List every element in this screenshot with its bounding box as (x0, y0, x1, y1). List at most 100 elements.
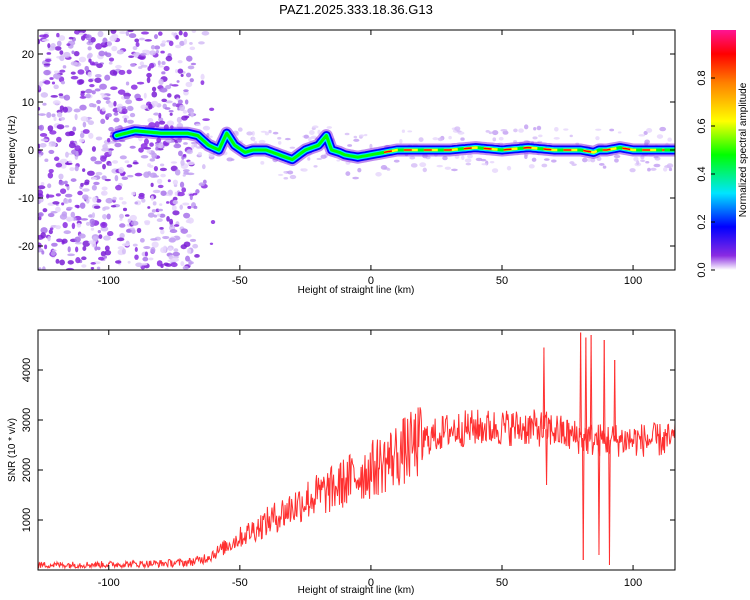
noise-speck (488, 131, 493, 135)
noise-speck (38, 154, 42, 158)
noise-speck (38, 113, 46, 116)
noise-speck (189, 46, 196, 51)
noise-speck (590, 157, 596, 163)
noise-speck (189, 238, 197, 242)
noise-speck (523, 124, 529, 130)
noise-speck (53, 84, 59, 90)
noise-speck (127, 260, 131, 264)
colorbar-tick-label: 0.8 (696, 70, 708, 85)
noise-speck (59, 188, 67, 194)
noise-speck (122, 207, 128, 212)
noise-speck (129, 145, 136, 149)
noise-speck (364, 133, 368, 137)
noise-speck (209, 135, 213, 138)
noise-speck (163, 245, 167, 250)
noise-speck (254, 141, 258, 144)
noise-speck (169, 112, 173, 116)
noise-speck (131, 191, 136, 196)
noise-speck (56, 136, 62, 143)
noise-speck (121, 248, 126, 255)
noise-speck (46, 194, 55, 198)
snr-plot-area (38, 330, 675, 570)
snr-spike (585, 337, 588, 439)
noise-speck (66, 217, 72, 222)
noise-speck (118, 69, 126, 75)
noise-speck (126, 69, 132, 75)
noise-speck (134, 172, 143, 177)
noise-speck (161, 40, 167, 44)
noise-speck (64, 193, 73, 198)
noise-speck (39, 133, 48, 137)
noise-speck (168, 237, 177, 243)
noise-speck (644, 139, 650, 145)
noise-speck (161, 98, 168, 103)
noise-speck (40, 227, 48, 234)
noise-speck (638, 134, 646, 137)
noise-speck (153, 166, 159, 172)
noise-speck (38, 267, 42, 270)
noise-speck (194, 254, 200, 258)
noise-speck (160, 229, 165, 235)
noise-speck (650, 167, 657, 171)
noise-speck (70, 211, 76, 218)
noise-speck (160, 50, 165, 54)
snr-panel: -100 -50 0 50 100 1000 2000 3000 4000 Height of… (7, 329, 676, 596)
noise-speck (149, 50, 156, 56)
noise-speck (94, 160, 103, 165)
noise-speck (158, 117, 164, 122)
noise-speck (614, 158, 619, 163)
colorbar-label: Normalized spectral amplitude (738, 82, 749, 217)
noise-speck (193, 205, 198, 209)
noise-speck (80, 90, 86, 94)
noise-speck (140, 64, 148, 68)
x-tick-label: -50 (232, 275, 248, 287)
noise-speck (264, 131, 270, 136)
noise-speck (155, 146, 159, 151)
noise-speck (74, 204, 80, 208)
noise-speck (150, 100, 159, 107)
noise-speck (95, 198, 102, 203)
noise-speck (63, 51, 71, 58)
noise-speck (101, 222, 106, 227)
noise-speck (88, 103, 95, 108)
noise-speck (602, 165, 607, 169)
noise-speck (97, 105, 101, 112)
noise-speck (663, 167, 668, 172)
noise-speck (237, 127, 243, 132)
noise-speck (98, 50, 106, 57)
noise-speck (182, 174, 186, 177)
noise-speck (129, 227, 135, 230)
noise-speck (179, 204, 184, 210)
noise-speck (158, 120, 166, 125)
noise-speck (492, 137, 497, 142)
noise-speck (65, 131, 72, 137)
noise-speck (66, 267, 74, 270)
noise-speck (135, 41, 140, 48)
noise-speck (201, 164, 206, 170)
x-tick-label: 100 (624, 275, 642, 287)
noise-speck (119, 213, 124, 219)
noise-speck (38, 143, 41, 149)
noise-speck (141, 198, 146, 203)
noise-speck (40, 181, 45, 186)
noise-speck (485, 130, 490, 133)
noise-speck (125, 99, 133, 105)
noise-speck (122, 115, 130, 120)
noise-speck (77, 190, 83, 196)
noise-speck (442, 155, 448, 161)
noise-speck (418, 137, 424, 142)
noise-speck (112, 70, 118, 76)
noise-speck (46, 52, 52, 55)
noise-speck (116, 237, 125, 242)
noise-speck (598, 162, 605, 166)
noise-speck (62, 65, 67, 69)
noise-speck (117, 89, 126, 95)
noise-speck (161, 71, 166, 75)
noise-speck (251, 130, 255, 136)
noise-speck (121, 201, 127, 205)
noise-speck (89, 83, 95, 88)
noise-speck (69, 167, 75, 172)
noise-speck (135, 262, 143, 268)
noise-speck (146, 72, 152, 78)
noise-speck (98, 256, 105, 261)
